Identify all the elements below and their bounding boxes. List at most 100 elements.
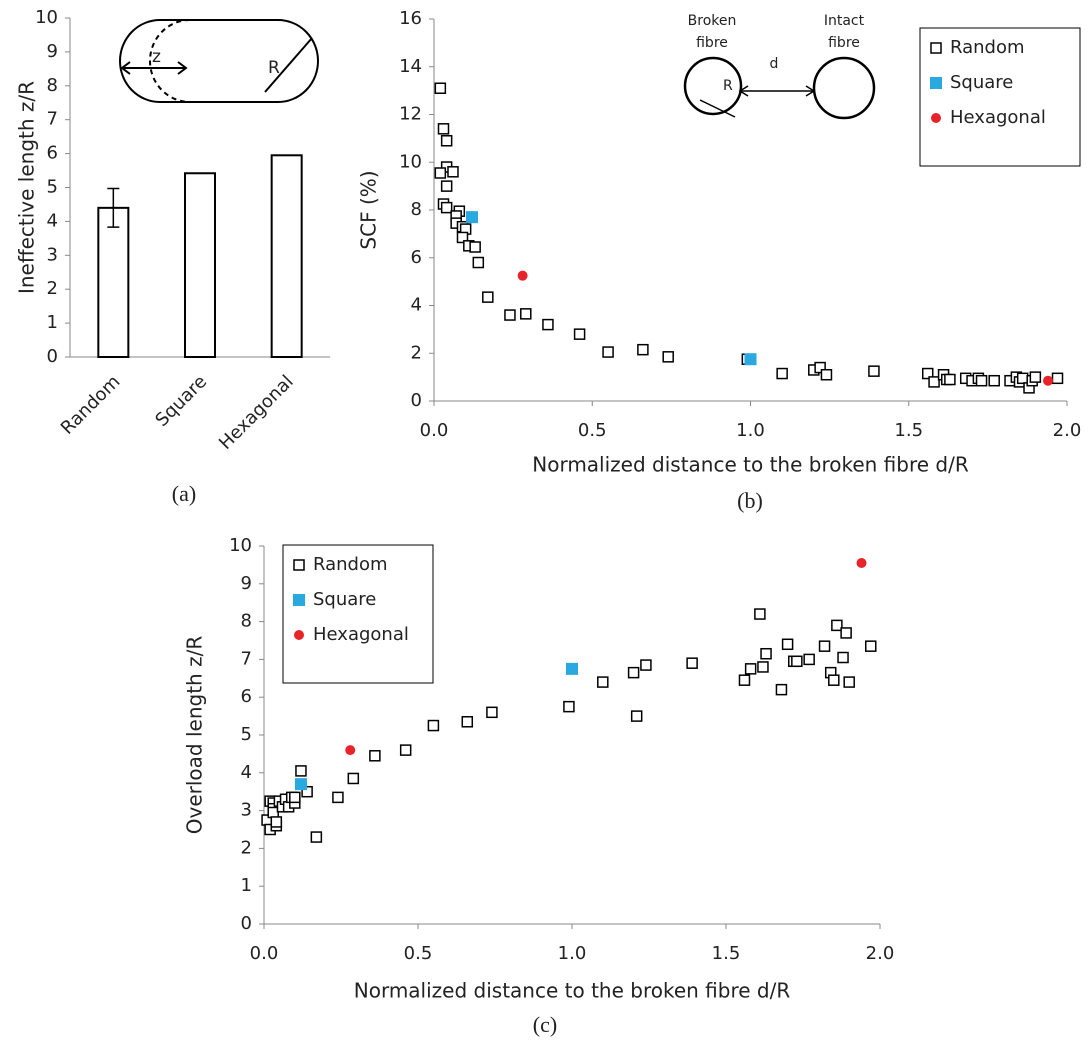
y-tick-label: 2 [47, 278, 58, 299]
point [686, 657, 698, 669]
y-tick-label: 10 [229, 535, 252, 556]
x-tick-label: Hexagonal [215, 371, 298, 454]
legend-label: Square [313, 589, 376, 610]
point [440, 135, 453, 147]
point [469, 241, 481, 253]
point [301, 785, 313, 798]
point [828, 674, 840, 686]
point [347, 772, 360, 785]
point [921, 367, 934, 380]
point [310, 831, 323, 843]
point [1016, 372, 1029, 385]
point [294, 778, 307, 791]
legend-label: Random [950, 37, 1025, 58]
point [456, 231, 469, 244]
point [437, 123, 450, 135]
point [1029, 371, 1042, 383]
y-axis-label: SCF (%) [357, 170, 381, 249]
y-tick-label: 10 [35, 7, 58, 28]
legend [919, 27, 1081, 167]
point [295, 765, 307, 777]
point [831, 619, 843, 632]
legend-marker [930, 77, 942, 89]
y-tick-label: 1 [241, 875, 252, 896]
point [434, 167, 447, 179]
point [517, 270, 528, 281]
point [975, 374, 988, 387]
y-tick-label: 3 [241, 800, 252, 821]
point [781, 638, 794, 651]
annotation: R [268, 58, 280, 78]
x-tick-label: 0.0 [420, 420, 449, 441]
y-tick-label: 7 [47, 109, 58, 130]
point [486, 706, 498, 719]
annotation: fibre [828, 35, 860, 51]
bar [97, 206, 130, 358]
point [775, 683, 788, 696]
x-tick-label: 0.5 [578, 420, 607, 441]
point [754, 608, 766, 620]
caption: (b) [737, 488, 763, 513]
annotation: Intact [824, 13, 865, 29]
y-tick-label: 2 [411, 342, 422, 363]
y-tick-label: 6 [411, 247, 422, 268]
x-tick-label: 1.5 [712, 943, 741, 964]
x-axis-label: Normalized distance to the broken fibre … [354, 979, 791, 1003]
y-tick-label: 8 [241, 611, 252, 632]
point [776, 367, 788, 380]
point [630, 710, 643, 722]
legend [282, 544, 434, 684]
error-bar [107, 187, 120, 228]
point [988, 374, 1000, 387]
point [461, 716, 474, 728]
point [865, 640, 877, 652]
x-tick-label: 1.0 [736, 420, 765, 441]
point [662, 351, 674, 363]
point [345, 745, 356, 756]
point [840, 627, 852, 639]
legend-marker [931, 113, 941, 123]
point [814, 361, 826, 374]
point [399, 744, 412, 756]
annotation: Broken [688, 13, 737, 29]
y-tick-label: 8 [411, 199, 422, 220]
x-tick-label: 0.5 [404, 943, 433, 964]
x-tick-label: 2.0 [866, 943, 895, 964]
point [332, 791, 344, 804]
point [472, 256, 485, 269]
point [744, 353, 757, 366]
y-tick-label: 5 [47, 177, 58, 198]
legend-label: Hexagonal [950, 107, 1046, 128]
y-tick-label: 2 [241, 837, 252, 858]
point [820, 368, 833, 381]
point [928, 376, 940, 388]
point [744, 663, 757, 675]
x-axis-label: Normalized distance to the broken fibre … [532, 453, 969, 477]
point [563, 700, 575, 713]
point [868, 365, 880, 377]
point [289, 791, 301, 804]
legend-label: Hexagonal [313, 624, 409, 645]
y-tick-label: 4 [241, 762, 252, 783]
point [856, 558, 867, 569]
point [757, 661, 769, 673]
y-tick-label: 10 [399, 151, 422, 172]
y-tick-label: 8 [47, 75, 58, 96]
point [843, 676, 855, 688]
annotation: R [723, 78, 733, 94]
point [791, 655, 803, 668]
caption: (a) [172, 481, 196, 506]
y-tick-label: 9 [241, 573, 252, 594]
point [818, 640, 831, 652]
x-tick-label: 1.5 [894, 420, 923, 441]
point [566, 662, 578, 675]
y-tick-label: 14 [399, 56, 422, 77]
x-tick-label: Square [151, 371, 211, 431]
annotation: z [152, 47, 161, 67]
point [369, 750, 381, 762]
cylinder-diagram [119, 19, 319, 103]
y-tick-label: 0 [411, 390, 422, 411]
point [447, 166, 459, 178]
y-tick-label: 12 [399, 104, 422, 125]
point [465, 211, 478, 224]
